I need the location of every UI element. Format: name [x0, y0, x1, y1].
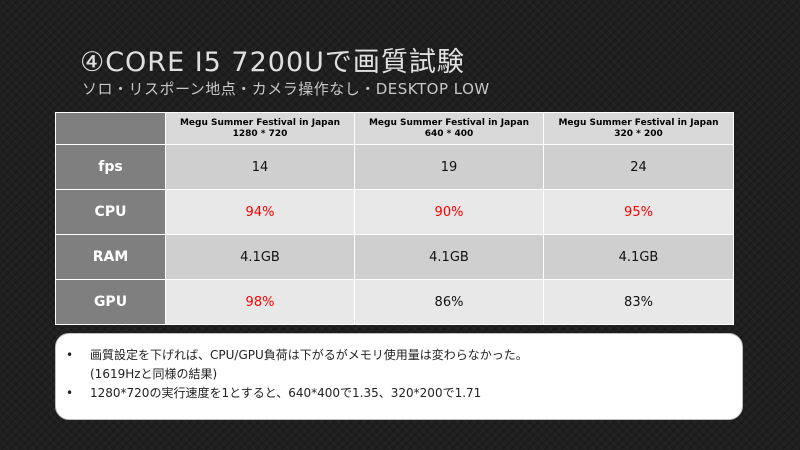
header-corner-cell: [55, 112, 166, 145]
cell-value: 4.1GB: [165, 234, 355, 280]
cell-value: 24: [543, 144, 734, 190]
cell-value: 94%: [165, 189, 355, 235]
bullet-icon: •: [66, 348, 74, 362]
row-label-ram: RAM: [55, 234, 166, 280]
cell-value: 4.1GB: [354, 234, 544, 280]
note-item: • 画質設定を下げれば、CPU/GPU負荷は下がるがメモリ使用量は変わらなかった…: [66, 346, 728, 384]
slide-title: ④CORE I5 7200Uで画質試験: [80, 47, 465, 78]
column-header-resolution: 640 * 400: [424, 128, 474, 139]
cell-value: 90%: [354, 189, 544, 235]
column-header-resolution: 1280 * 720: [232, 128, 288, 139]
row-label-gpu: GPU: [55, 279, 166, 325]
cell-value: 14: [165, 144, 355, 190]
cell-value: 98%: [165, 279, 355, 325]
column-header-name: Megu Summer Festival in Japan: [179, 117, 341, 128]
notes-box: • 画質設定を下げれば、CPU/GPU負荷は下がるがメモリ使用量は変わらなかった…: [55, 333, 743, 420]
note-item: • 1280*720の実行速度を1とすると、640*400で1.35、320*2…: [66, 384, 728, 403]
column-header-320x200: Megu Summer Festival in Japan 320 * 200: [543, 112, 734, 145]
bullet-icon: •: [66, 386, 74, 400]
column-header-640x400: Megu Summer Festival in Japan 640 * 400: [354, 112, 544, 145]
row-label-cpu: CPU: [55, 189, 166, 235]
notes-list: • 画質設定を下げれば、CPU/GPU負荷は下がるがメモリ使用量は変わらなかった…: [66, 346, 728, 403]
table-row-fps: fps 14 19 24: [55, 144, 734, 190]
column-header-name: Megu Summer Festival in Japan: [558, 117, 719, 128]
header-row: Megu Summer Festival in Japan 1280 * 720…: [55, 112, 734, 145]
column-header-1280x720: Megu Summer Festival in Japan 1280 * 720: [165, 112, 355, 145]
table-row-gpu: GPU 98% 86% 83%: [55, 279, 734, 325]
benchmark-table: Megu Summer Festival in Japan 1280 * 720…: [55, 112, 734, 325]
cell-value: 86%: [354, 279, 544, 325]
column-header-name: Megu Summer Festival in Japan: [368, 117, 530, 128]
note-text: 画質設定を下げれば、CPU/GPU負荷は下がるがメモリ使用量は変わらなかった。: [90, 348, 528, 362]
cell-value: 95%: [543, 189, 734, 235]
table-row-ram: RAM 4.1GB 4.1GB 4.1GB: [55, 234, 734, 280]
column-header-resolution: 320 * 200: [614, 128, 663, 139]
cell-value: 19: [354, 144, 544, 190]
cell-value: 83%: [543, 279, 734, 325]
row-label-fps: fps: [55, 144, 166, 190]
cell-value: 4.1GB: [543, 234, 734, 280]
table-row-cpu: CPU 94% 90% 95%: [55, 189, 734, 235]
note-subtext: (1619Hzと同様の結果): [90, 367, 218, 381]
slide-subtitle: ソロ・リスポーン地点・カメラ操作なし・DESKTOP LOW: [82, 80, 490, 98]
note-text: 1280*720の実行速度を1とすると、640*400で1.35、320*200…: [90, 386, 482, 400]
